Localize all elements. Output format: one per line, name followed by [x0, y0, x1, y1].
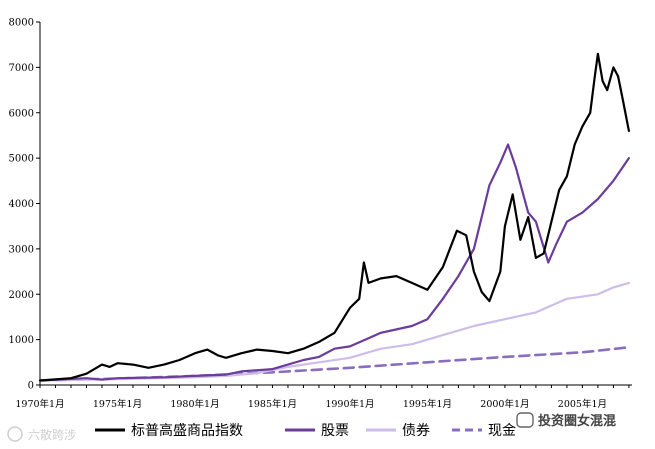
x-tick-label: 1990年1月 — [325, 398, 374, 410]
x-tick-label: 1985年1月 — [248, 398, 297, 410]
x-tick-label: 2005年1月 — [558, 398, 607, 410]
y-tick-label: 2000 — [9, 290, 34, 301]
series-line-1 — [38, 143, 631, 382]
x-tick-label: 2000年1月 — [480, 398, 529, 410]
x-tick-label: 1970年1月 — [15, 398, 64, 410]
y-tick-label: 6000 — [9, 108, 34, 119]
x-tick-label: 1995年1月 — [403, 398, 452, 410]
legend: 标普高盛商品指数 股票 债券 现金 — [95, 422, 516, 439]
y-tick-label: 7000 — [9, 63, 34, 74]
y-axis: 0 1000 2000 3000 4000 5000 6000 7000 8000 — [9, 18, 41, 392]
y-tick-label: 5000 — [9, 154, 34, 165]
legend-label: 股票 — [321, 423, 349, 439]
y-tick-label: 1000 — [9, 335, 34, 346]
legend-label: 现金 — [488, 423, 516, 439]
watermark-left: 六散跨涉 — [7, 426, 76, 442]
series-layer — [38, 52, 631, 382]
series-line-0 — [38, 52, 631, 382]
legend-label: 债券 — [402, 423, 430, 439]
x-axis: 1970年1月 1975年1月 1980年1月 1985年1月 1990年1月 1995年… — [15, 384, 632, 410]
y-tick-label: 4000 — [9, 199, 34, 210]
watermark-left-text: 六散跨涉 — [28, 427, 76, 442]
x-tick-label: 1980年1月 — [170, 398, 219, 410]
x-tick-label: 1975年1月 — [93, 398, 142, 410]
series-line-2 — [38, 281, 631, 382]
watermark-right-text: 投资圈女混混 — [538, 413, 616, 429]
y-tick-label: 8000 — [9, 18, 34, 29]
y-tick-label: 3000 — [9, 244, 34, 255]
weibo-logo-icon — [7, 426, 23, 442]
legend-label: 标普高盛商品指数 — [131, 422, 243, 439]
y-tick-label: 0 — [28, 381, 34, 392]
watermark-right: 投资圈女混混 — [516, 412, 616, 429]
wechat-logo-icon — [516, 412, 534, 428]
